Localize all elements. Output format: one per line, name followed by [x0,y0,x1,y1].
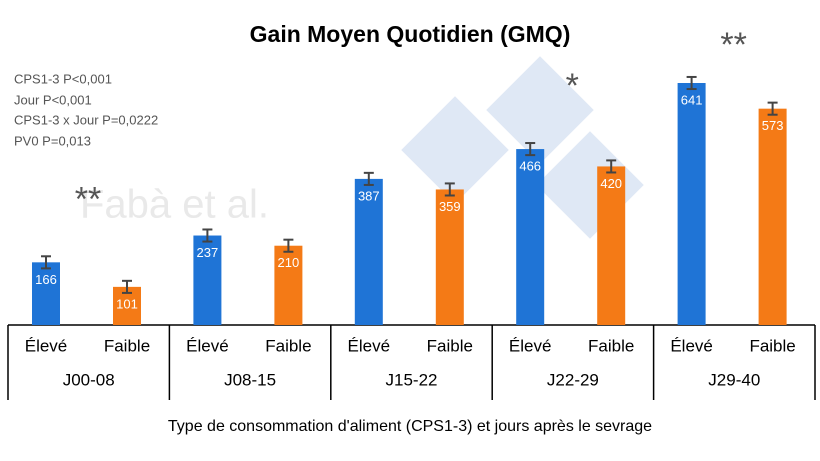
x-sub-label: Élevé [509,336,552,355]
chart-title: Gain Moyen Quotidien (GMQ) [250,21,571,47]
note: CPS1-3 P<0,001 [14,71,112,86]
value-label: 420 [600,176,622,191]
x-group-label: J08-15 [224,370,276,389]
x-sub-label: Élevé [348,336,391,355]
x-group-label: J29-40 [708,370,760,389]
bar [597,166,626,325]
x-sub-label: Faible [265,336,311,355]
value-label: 101 [116,296,138,311]
bar [193,235,222,325]
x-axis-title: Type de consommation d'aliment (CPS1-3) … [168,418,652,435]
bar [354,178,383,325]
significance-mark: ** [720,26,746,64]
x-group-label: J22-29 [547,370,599,389]
x-sub-label: Faible [427,336,473,355]
bar [516,149,545,325]
x-sub-label: Élevé [25,336,68,355]
x-sub-label: Faible [104,336,150,355]
x-group-label: J15-22 [386,370,438,389]
x-sub-label: Élevé [670,336,713,355]
watermark: Fabà et al. [80,183,269,227]
bar [274,245,303,325]
value-label: 210 [278,255,300,270]
value-label: 466 [519,159,541,174]
note: CPS1-3 x Jour P=0,0222 [14,112,158,127]
value-label: 237 [197,245,219,260]
bar [32,262,60,325]
x-sub-label: Élevé [186,336,229,355]
x-sub-label: Faible [749,336,795,355]
bar [758,108,787,325]
bar [435,189,464,325]
significance-mark: ** [75,180,101,218]
note: PV0 P=0,013 [14,133,91,148]
logo-watermark [401,56,644,239]
bar [677,83,706,325]
value-label: 573 [762,118,784,133]
x-sub-label: Faible [588,336,634,355]
value-label: 359 [439,199,461,214]
significance-mark: * [566,67,579,105]
value-label: 387 [358,188,380,203]
note: Jour P<0,001 [14,92,92,107]
value-label: 641 [681,92,703,107]
x-group-label: J00-08 [63,370,115,389]
value-label: 166 [35,272,57,287]
